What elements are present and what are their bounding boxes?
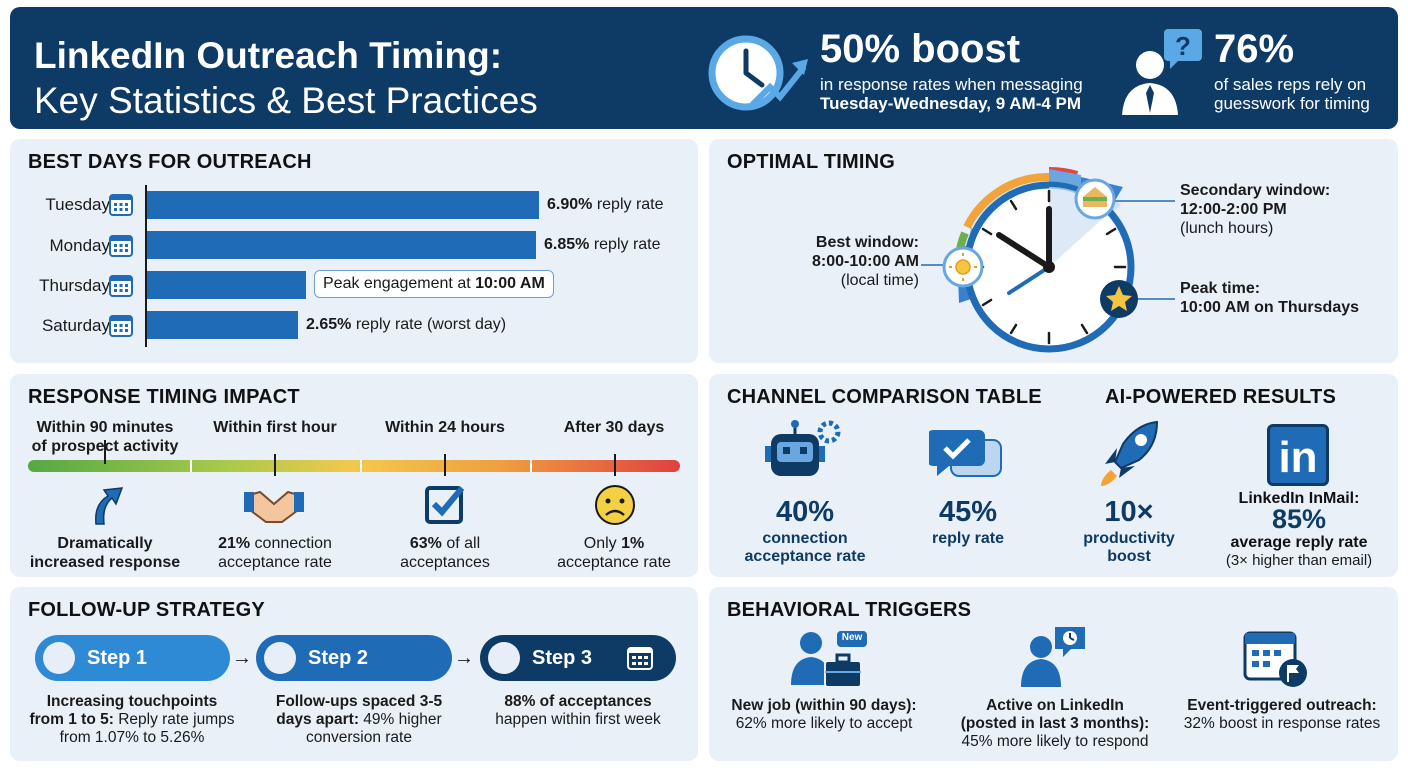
step-3: Step 3 [480,635,676,681]
step-1: Step 1 [35,635,230,681]
timing-head-24hr: Within 24 hours [385,419,505,436]
inmail-reply-label: average reply rate [1230,534,1368,551]
header-banner: LinkedIn Outreach Timing: Key Statistics… [10,7,1398,129]
calendar-icon [109,194,133,216]
ai-results-title: AI-POWERED RESULTS [1105,386,1337,408]
new-badge: New [841,632,863,643]
linkedin-logo: in [1267,424,1329,486]
arrow-icon: → [454,647,474,669]
step-2-text: Follow-ups spaced 3-5 days apart: 49% hig… [275,693,443,746]
robot-icon [765,420,841,476]
active-user-icon [1021,627,1085,687]
response-timing-panel: RESPONSE TIMING IMPACT Within 90 minutes… [10,374,698,577]
step-1-text: Increasing touchpoints from 1 to 5: Reply… [29,693,235,746]
channel-label-10x: productivity boost [1083,530,1175,565]
step-2: Step 2 [256,635,452,681]
behavior-panel: BEHAVIORAL TRIGGERS New New job (within … [709,587,1398,761]
trigger-new-job: New job (within 90 days): 62% more likely… [731,697,917,732]
best-days-title: BEST DAYS FOR OUTREACH [28,151,312,173]
arrow-up-icon [95,487,124,525]
handshake-icon [244,490,304,523]
timing-head-1hr: Within first hour [213,419,337,436]
response-timing-title: RESPONSE TIMING IMPACT [28,386,300,408]
bar-saturday [147,311,298,339]
secondary-window-label: Secondary window: 12:00-2:00 PM (lunch hou… [1180,182,1331,237]
optimal-timing-title: OPTIMAL TIMING [727,151,895,173]
best-days-panel: BEST DAYS FOR OUTREACH Tuesday 6.90% rep… [10,139,698,363]
channel-title: CHANNEL COMPARISON TABLE [727,386,1042,408]
new-job-icon [791,631,867,688]
inmail-comparison: (3× higher than email) [1225,552,1373,569]
timing-foot-90min: Dramatically increased response [29,535,181,571]
channel-stat-10x: 10× [1104,496,1154,528]
svg-text:?: ? [1175,31,1191,61]
timing-foot-24hr: 63% of all acceptances [400,535,490,571]
calendar-icon [627,647,653,670]
person-question-icon: ? [1122,29,1202,115]
calendar-icon [109,275,133,297]
bar-thursday [147,271,306,299]
bar-tuesday [147,191,539,219]
clock-diagram [921,166,1175,353]
rocket-icon [1101,420,1159,486]
stat-boost: 50% boost in response rates when messagi… [820,27,1083,113]
calendar-flag-icon [1243,631,1307,687]
stat-guesswork: 76% of sales reps rely on guesswork for … [1214,27,1370,113]
best-window-label: Best window: 8:00-10:00 AM (local time) [811,234,919,289]
bar-monday [147,231,536,259]
channel-panel: CHANNEL COMPARISON TABLE AI-POWERED RESU… [709,374,1398,577]
sad-face-icon [595,485,635,525]
inmail-label: LinkedIn InMail: [1238,490,1360,507]
timing-gradient-bar [28,460,680,472]
checkbox-icon [425,486,465,524]
arrow-icon: → [232,647,252,669]
trigger-event: Event-triggered outreach: 32% boost in re… [1183,697,1381,732]
followup-panel: FOLLOW-UP STRATEGY Step 1 → Step 2 → Ste… [10,587,698,761]
channel-stat-45: 45% [938,496,998,528]
axis-line [145,185,147,347]
optimal-timing-panel: OPTIMAL TIMING Best wind [709,139,1398,363]
followup-title: FOLLOW-UP STRATEGY [28,599,265,621]
timing-foot-30d: Only 1% acceptance rate [557,535,671,571]
calendar-icon [109,315,133,337]
trigger-active: Active on LinkedIn (posted in last 3 mont… [960,697,1150,750]
timing-foot-1hr: 21% connection acceptance rate [218,535,332,571]
behavior-title: BEHAVIORAL TRIGGERS [727,599,972,621]
peak-time-label: Peak time: 10:00 AM on Thursdays [1180,280,1360,316]
channel-label-45: reply rate [931,530,1005,547]
inmail-stat: 85% [1271,504,1327,534]
chat-check-icon [929,430,1002,477]
peak-engagement-callout: Peak engagement at 10:00 AM [314,270,554,298]
calendar-icon [109,235,133,257]
timing-head-30d: After 30 days [563,419,665,436]
step-3-text: 88% of acceptances happen within first we… [495,693,661,728]
channel-label-40: connection acceptance rate [744,530,866,565]
page-title: LinkedIn Outreach Timing: Key Statistics… [34,35,538,121]
channel-stat-40: 40% [775,496,835,528]
clock-growth-icon [708,35,808,111]
